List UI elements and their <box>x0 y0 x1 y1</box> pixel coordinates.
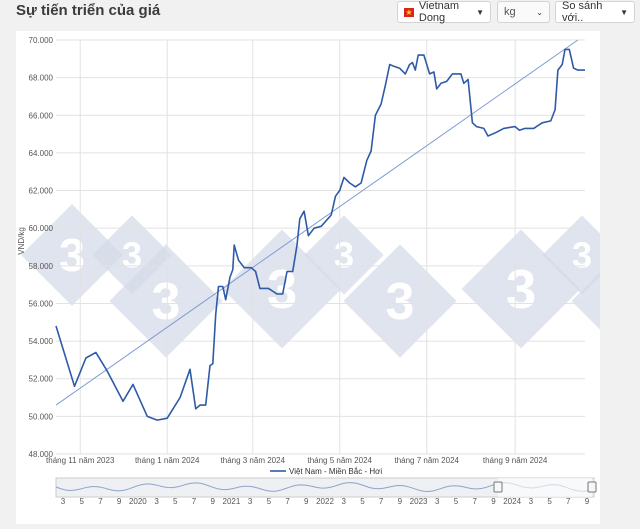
navigator-label: 2021 <box>223 497 241 506</box>
logo-glyph: 3 <box>334 235 354 276</box>
chart-panel: 333333333 48.00050.00052.00054.00056.000… <box>16 31 640 524</box>
compare-dropdown[interactable]: So sánh với.. ▼ <box>555 0 635 24</box>
navigator-label: 2020 <box>129 497 147 506</box>
legend[interactable]: Việt Nam - Miền Bắc - Hơi <box>270 467 382 476</box>
currency-label: Vietnam Dong <box>418 0 460 24</box>
navigator-label: 3 <box>154 497 159 506</box>
y-tick-label: 60.000 <box>29 224 54 233</box>
price-chart: 333333333 48.00050.00052.00054.00056.000… <box>17 36 640 506</box>
range-navigator[interactable]: 3 5 7 9 2020 3 5 7 9 2021 3 5 7 9 2022 3 5 7 9 2023 3 5 7 9 2024… <box>55 477 597 506</box>
navigator-label: 7 <box>472 497 477 506</box>
logo-glyph: 3 <box>572 235 592 276</box>
navigator-label: 3 <box>435 497 440 506</box>
x-tick-label: tháng 1 năm 2024 <box>135 456 200 465</box>
navigator-label: 9 <box>117 497 122 506</box>
chevron-down-icon: ▼ <box>620 7 628 17</box>
compare-label: So sánh với.. <box>562 0 603 24</box>
y-axis: 48.000 50.000 52.000 54.000 56.000 58.000 60.0… <box>29 36 54 459</box>
navigator-label: 5 <box>79 497 84 506</box>
navigator-handle-right[interactable] <box>587 481 597 493</box>
x-tick-label: tháng 5 năm 2024 <box>307 456 372 465</box>
navigator-label: 5 <box>360 497 365 506</box>
vietnam-flag-icon: ★ <box>404 7 414 17</box>
y-tick-label: 54.000 <box>29 337 54 346</box>
navigator-label: 5 <box>454 497 459 506</box>
x-tick-label: tháng 11 năm 2023 <box>46 456 115 465</box>
y-tick-label: 68.000 <box>29 74 54 83</box>
logo-glyph: 3 <box>386 273 415 331</box>
navigator-label: 9 <box>304 497 309 506</box>
y-tick-label: 62.000 <box>29 187 54 196</box>
navigator-label: 2022 <box>316 497 334 506</box>
navigator-label: 7 <box>98 497 103 506</box>
navigator-label: 2024 <box>503 497 521 506</box>
logo-glyph: 3 <box>267 259 297 320</box>
unit-dropdown[interactable]: kg ⌄ <box>497 1 550 23</box>
y-tick-label: 48.000 <box>29 450 54 459</box>
navigator-label: 7 <box>379 497 384 506</box>
unit-label: kg <box>504 6 516 18</box>
y-tick-label: 70.000 <box>29 36 54 45</box>
logo-glyph: 3 <box>506 259 536 320</box>
logo-glyph: 3 <box>152 273 181 331</box>
chevron-down-icon: ⌄ <box>536 7 543 17</box>
logo-333-diamond: 3 <box>343 244 457 358</box>
legend-label: Việt Nam - Miền Bắc - Hơi <box>289 467 382 476</box>
navigator-label: 9 <box>210 497 215 506</box>
navigator-label: 9 <box>398 497 403 506</box>
navigator-label: 5 <box>173 497 178 506</box>
y-tick-label: 56.000 <box>29 299 54 308</box>
navigator-label: 3 <box>341 497 346 506</box>
y-tick-label: 50.000 <box>29 412 54 421</box>
x-tick-label: tháng 3 năm 2024 <box>221 456 286 465</box>
page-title: Sự tiến triển của giá <box>16 2 161 19</box>
x-axis: tháng 11 năm 2023 tháng 1 năm 2024 tháng 3… <box>46 456 548 465</box>
navigator-label: 5 <box>547 497 552 506</box>
navigator-label: 3 <box>61 497 66 506</box>
navigator-label: 9 <box>585 497 590 506</box>
series-line <box>55 48 585 421</box>
navigator-label: 9 <box>491 497 496 506</box>
navigator-label: 5 <box>267 497 272 506</box>
navigator-label: 3 <box>529 497 534 506</box>
navigator-label: 7 <box>192 497 197 506</box>
trend-line <box>55 39 579 406</box>
logo-glyph: 3 <box>122 235 142 276</box>
y-tick-label: 64.000 <box>29 149 54 158</box>
navigator-label: 7 <box>285 497 290 506</box>
navigator-selection[interactable] <box>498 478 592 497</box>
logo-glyph: 3 <box>59 229 85 281</box>
navigator-label: 7 <box>566 497 571 506</box>
y-tick-label: 58.000 <box>29 262 54 271</box>
y-gridlines <box>56 39 585 455</box>
currency-dropdown[interactable]: ★ Vietnam Dong ▼ <box>397 0 491 24</box>
y-tick-label: 66.000 <box>29 111 54 120</box>
navigator-label: 3 <box>248 497 253 506</box>
chevron-down-icon: ▼ <box>476 7 484 17</box>
x-tick-label: tháng 7 năm 2024 <box>394 456 459 465</box>
navigator-label: 2023 <box>410 497 428 506</box>
navigator-handle-left[interactable] <box>493 481 503 493</box>
y-tick-label: 52.000 <box>29 375 54 384</box>
x-tick-label: tháng 9 năm 2024 <box>483 456 548 465</box>
y-axis-label: VND/kg <box>17 227 26 255</box>
x-gridlines <box>79 40 516 454</box>
